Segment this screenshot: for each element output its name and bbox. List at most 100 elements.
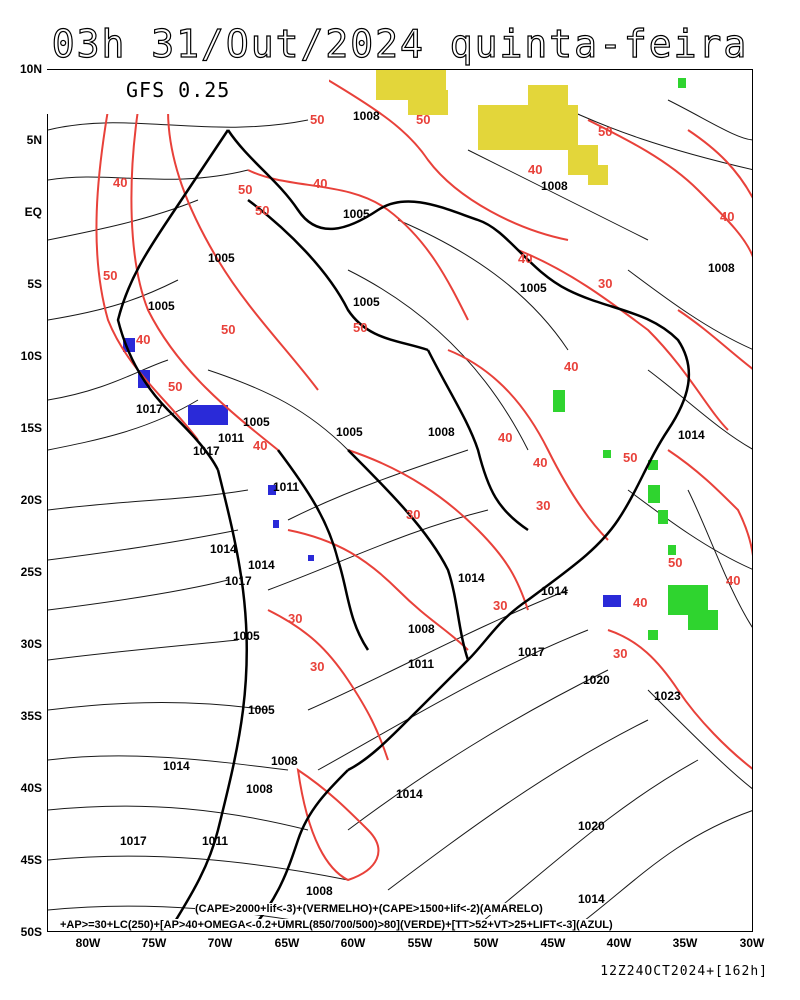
lat-label: 40S [20,781,42,795]
cape-label: 40 [498,430,512,445]
isobar-label: 1014 [541,584,568,598]
isobar-label: 1023 [654,689,681,703]
lat-label: 15S [20,421,42,435]
green-areas [553,78,718,640]
lon-label: 65W [274,936,300,950]
lat-label: 5N [26,133,42,147]
isobar-label: 1011 [273,480,299,494]
isobar-label: 1017 [136,402,163,416]
lon-label: 35W [672,936,698,950]
isobar-label: 1008 [541,179,568,193]
lat-label: 10S [20,349,42,363]
cape-label: 30 [598,276,612,291]
isobar-label: 1014 [163,759,190,773]
yellow-cape-areas [376,70,608,185]
isobar-label: 1017 [225,574,252,588]
lon-label: 45W [540,936,566,950]
isobar-label: 1008 [306,884,333,898]
lat-label: 45S [20,853,42,867]
cape-label: 50 [221,322,235,337]
isobar-label: 1008 [408,622,435,636]
isobar-label: 1005 [336,425,363,439]
cape-label: 30 [493,598,507,613]
cape-label: 50 [255,203,269,218]
lat-label: 30S [20,637,42,651]
lon-label: 70W [207,936,233,950]
cape-label: 40 [564,359,578,374]
cape-label: 40 [136,332,150,347]
cape-label: 30 [310,659,324,674]
isobar-label: 1008 [353,109,380,123]
legend-line-1: (CAPE>2000+lif<-3)+(VERMELHO)+(CAPE>1500… [195,903,543,915]
cape-label: 50 [623,450,637,465]
isobar-label: 1014 [678,428,705,442]
isobar-label: 1017 [518,645,545,659]
streamlines [48,99,752,931]
isobar-label: 1008 [428,425,455,439]
cape-label: 40 [518,251,532,266]
lon-label: 60W [340,936,366,950]
cape-label: 40 [528,162,542,177]
isobar-label: 1020 [578,819,605,833]
isobar-label: 1014 [578,892,605,906]
isobar-label: 1014 [458,571,485,585]
lat-label: 35S [20,709,42,723]
isobar-label: 1011 [408,657,434,671]
lon-label: 40W [606,936,632,950]
isobar-label: 1011 [218,431,244,445]
isobar-label: 1017 [193,444,220,458]
cape-contours [95,79,752,882]
cape-label: 30 [288,611,302,626]
isobar-label: 1008 [246,782,273,796]
lon-label: 80W [75,936,101,950]
isobar-label: 1005 [248,703,275,717]
model-label-box [47,70,329,114]
lat-label: 25S [20,565,42,579]
isobar-label: 1005 [208,251,235,265]
map-title: 03h 31/Out/2024 quinta-feira [51,21,749,66]
cape-label: 50 [668,555,682,570]
cape-label: 40 [533,455,547,470]
cape-label: 30 [536,498,550,513]
cape-label: 40 [633,595,647,610]
isobar-label: 1005 [148,299,175,313]
isobar-label: 1008 [271,754,298,768]
cape-label: 50 [103,268,117,283]
isobar-label: 1020 [583,673,610,687]
cape-label: 50 [168,379,182,394]
cape-label: 50 [310,112,324,127]
cape-label: 50 [353,320,367,335]
lat-label: 50S [20,925,42,939]
lon-label: 75W [141,936,167,950]
coastlines [116,129,691,931]
lon-label: 55W [407,936,433,950]
isobar-labels: 1008 1005 1005 1005 1005 1005 1008 1008 … [120,109,735,906]
run-timestamp: 12Z24OCT2024+[162h] [600,964,768,979]
isobar-label: 1008 [708,261,735,275]
weather-map[interactable]: 1008 1005 1005 1005 1005 1005 1008 1008 … [47,69,753,932]
cape-label: 50 [416,112,430,127]
isobar-label: 1005 [520,281,547,295]
lat-label: 10N [19,62,42,76]
cape-label: 40 [720,209,734,224]
isobar-label: 1017 [120,834,147,848]
isobar-label: 1014 [210,542,237,556]
lat-label: 20S [20,493,42,507]
isobar-label: 1014 [248,558,275,572]
cape-label: 50 [598,124,612,139]
cape-label: 40 [113,175,127,190]
isobar-label: 1005 [353,295,380,309]
isobar-label: 1005 [243,415,270,429]
cape-label: 40 [253,438,267,453]
cape-labels: 50 50 50 50 40 40 40 50 50 50 50 50 40 4… [103,112,740,674]
lon-label: 30W [739,936,765,950]
model-label: GFS 0.25 [126,78,231,102]
isobar-label: 1014 [396,787,423,801]
cape-label: 50 [238,182,252,197]
cape-label: 40 [313,176,327,191]
isobar-label: 1005 [233,629,260,643]
isobar-label: 1011 [202,834,228,848]
isobar-label: 1005 [343,207,370,221]
map-canvas: 1008 1005 1005 1005 1005 1005 1008 1008 … [48,70,752,931]
cape-label: 30 [613,646,627,661]
